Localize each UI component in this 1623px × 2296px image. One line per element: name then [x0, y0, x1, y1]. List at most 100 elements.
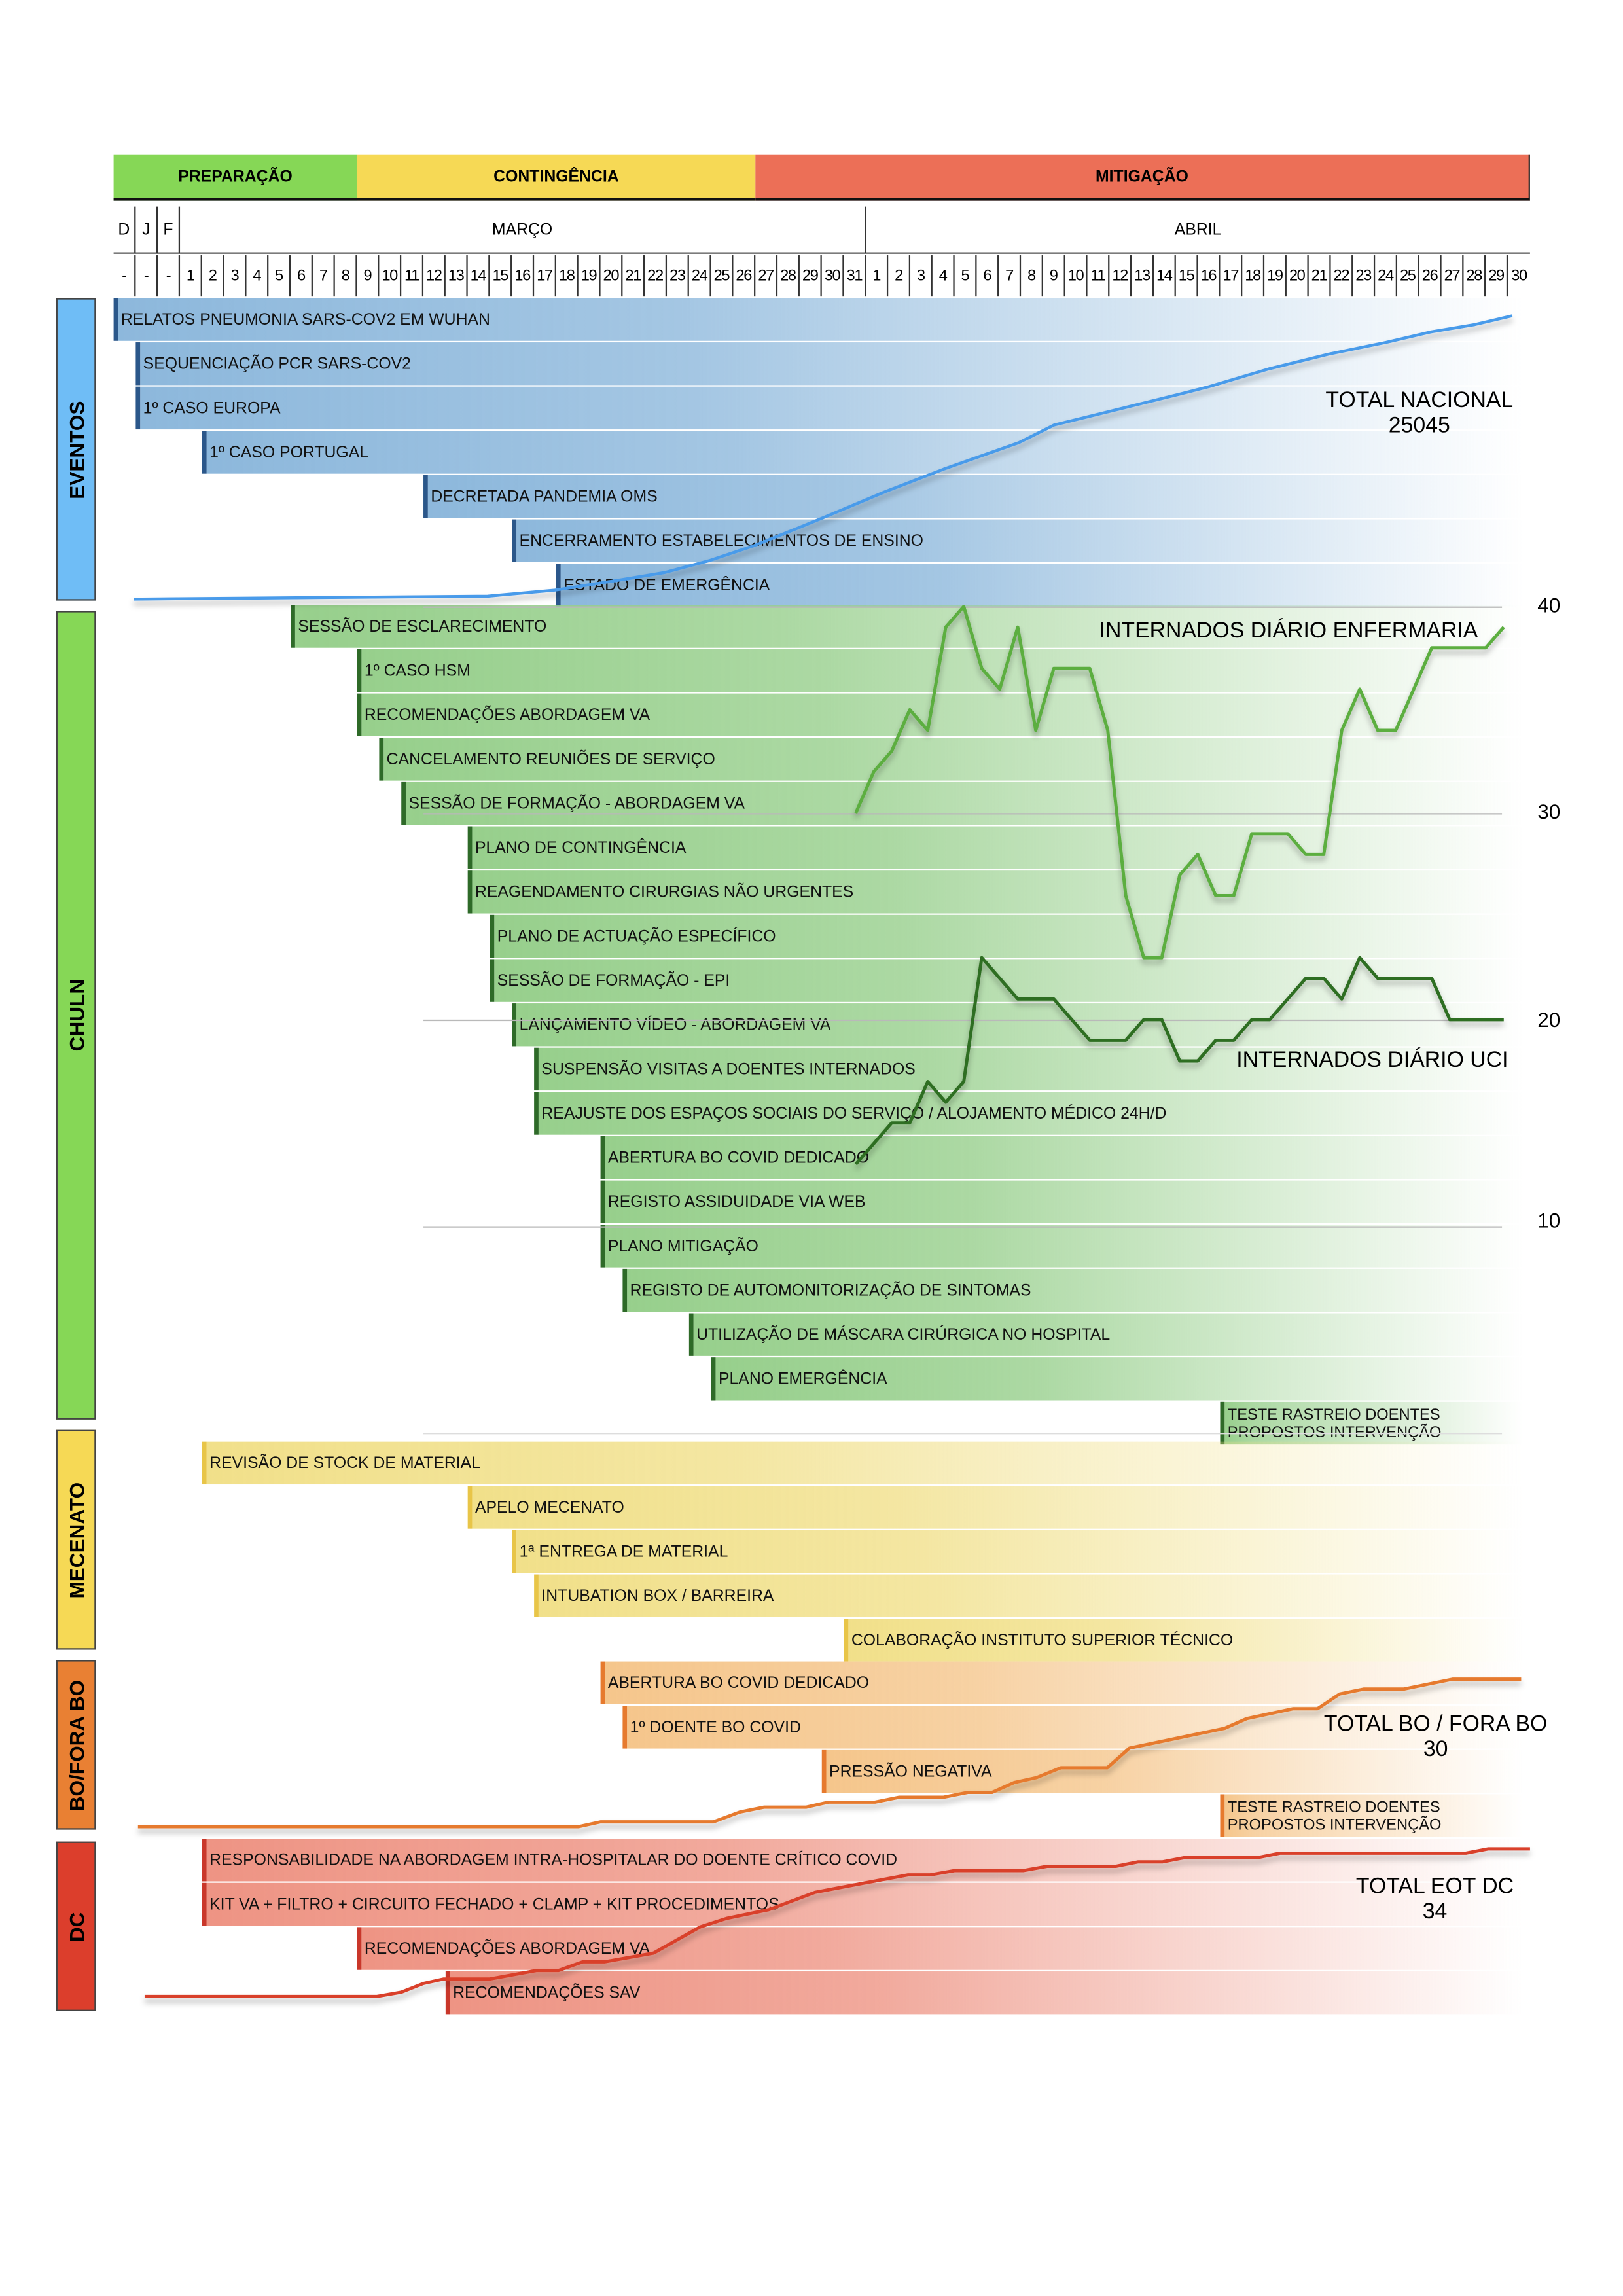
event-label: RECOMENDAÇÕES SAV: [453, 1984, 641, 2002]
day-cell: 28: [777, 255, 800, 297]
day-cell: 9: [357, 255, 380, 297]
day-cell: 1: [180, 255, 202, 297]
month-1: J: [135, 206, 158, 254]
y-tick-40: 40: [1537, 593, 1561, 617]
event-label: 1º CASO EUROPA: [143, 399, 281, 417]
event-label: LANÇAMENTO VÍDEO - ABORDAGEM VA: [519, 1016, 831, 1034]
enfermaria-line: [854, 605, 1505, 960]
month-4: ABRIL: [866, 207, 1530, 254]
event-label: RECOMENDAÇÕES ABORDAGEM VA: [364, 1939, 651, 1958]
day-cell: 30: [822, 255, 844, 297]
event-label: PLANO EMERGÊNCIA: [718, 1370, 887, 1388]
section-label-eventos: EVENTOS: [56, 298, 96, 601]
gridline-10: [423, 1226, 1503, 1228]
day-cell: 22: [645, 255, 668, 297]
day-cell: 30: [1511, 267, 1527, 285]
day-cell: 20: [1287, 255, 1309, 297]
y-tick-30: 30: [1537, 799, 1561, 824]
event-label: REAJUSTE DOS ESPAÇOS SOCIAIS DO SERVIÇO …: [541, 1104, 1167, 1122]
month-3: MARÇO: [180, 206, 866, 254]
event-bar: CANCELAMENTO REUNIÕES DE SERVIÇO: [379, 738, 1523, 781]
day-cell: 17: [1220, 255, 1243, 297]
event-bar: RECOMENDAÇÕES SAV: [445, 1971, 1523, 2015]
day-cell: 25: [1397, 255, 1419, 297]
event-bar: SESSÃO DE ESCLARECIMENTO: [291, 605, 1523, 648]
phase-2: MITIGAÇÃO: [755, 154, 1530, 201]
y-tick-10: 10: [1537, 1208, 1561, 1232]
day-cell: 11: [401, 255, 424, 297]
event-bar: REGISTO DE AUTOMONITORIZAÇÃO DE SINTOMAS: [622, 1268, 1523, 1312]
month-2: F: [158, 206, 181, 254]
event-bar: INTUBATION BOX / BARREIRA: [534, 1574, 1523, 1617]
day-cell: 6: [976, 255, 999, 297]
event-label: KIT VA + FILTRO + CIRCUITO FECHADO + CLA…: [209, 1895, 779, 1913]
day-cell: 14: [1154, 255, 1176, 297]
section-label-chuln: CHULN: [56, 611, 96, 1420]
event-label: PLANO DE ACTUAÇÃO ESPECÍFICO: [497, 927, 776, 946]
total-nacional-label: TOTAL NACIONAL 25045: [1321, 388, 1518, 439]
event-bar: PLANO MITIGAÇÃO: [600, 1225, 1523, 1268]
total-nacional-line: [134, 314, 1513, 601]
day-cell: 3: [910, 255, 933, 297]
event-label: PRESSÃO NEGATIVA: [829, 1763, 992, 1781]
event-label: PLANO DE CONTINGÊNCIA: [474, 838, 687, 857]
gridline-0: [423, 1433, 1503, 1435]
day-cell: 23: [667, 255, 689, 297]
event-label: SUSPENSÃO VISITAS A DOENTES INTERNADOS: [541, 1060, 916, 1078]
day-cell: 13: [446, 255, 468, 297]
phase-1: CONTINGÊNCIA: [357, 154, 756, 201]
event-bar: APELO MECENATO: [467, 1486, 1523, 1529]
day-cell: 23: [1353, 255, 1376, 297]
event-bar: REAJUSTE DOS ESPAÇOS SOCIAIS DO SERVIÇO …: [534, 1092, 1523, 1135]
event-bar: PRESSÃO NEGATIVA: [821, 1749, 1523, 1793]
event-label: PLANO MITIGAÇÃO: [607, 1237, 758, 1255]
day-cell: 12: [423, 255, 446, 297]
total-nacional-value: 25045: [1388, 413, 1450, 439]
event-label: 1º DOENTE BO COVID: [630, 1718, 801, 1736]
day-cell: 1: [866, 255, 889, 297]
day-cell: 15: [1176, 255, 1198, 297]
uci-label: INTERNADOS DIÁRIO UCI: [1236, 1047, 1508, 1073]
phase-0: PREPARAÇÃO: [113, 154, 357, 201]
day-cell: 5: [955, 255, 977, 297]
day-cell: 18: [1242, 255, 1265, 297]
event-bar: SUSPENSÃO VISITAS A DOENTES INTERNADOS: [534, 1047, 1523, 1091]
total-bo-title: TOTAL BO / FORA BO: [1323, 1712, 1548, 1737]
total-bo-value: 30: [1423, 1736, 1448, 1762]
event-label: REGISTO DE AUTOMONITORIZAÇÃO DE SINTOMAS: [630, 1282, 1031, 1300]
event-bar: TESTE RASTREIO DOENTES PROPOSTOS INTERVE…: [1220, 1794, 1523, 1837]
day-cell: 6: [291, 255, 313, 297]
day-cell: 8: [1021, 255, 1043, 297]
event-bar: DECRETADA PANDEMIA OMS: [423, 475, 1523, 518]
event-bar: 1º CASO PORTUGAL: [202, 431, 1523, 474]
day-cell: 19: [579, 255, 601, 297]
event-label: ENCERRAMENTO ESTABELECIMENTOS DE ENSINO: [519, 531, 923, 550]
event-bar: RESPONSABILIDADE NA ABORDAGEM INTRA-HOSP…: [202, 1839, 1523, 1882]
event-label: APELO MECENATO: [474, 1498, 624, 1516]
day-cell: -: [114, 255, 136, 297]
day-cell: 22: [1331, 255, 1353, 297]
day-cell: 24: [689, 255, 711, 297]
section-label-dc: DC: [56, 1841, 96, 2011]
day-cell: 13: [1132, 255, 1154, 297]
event-bar: UTILIZAÇÃO DE MÁSCARA CIRÚRGICA NO HOSPI…: [688, 1313, 1523, 1356]
day-cell: 26: [1419, 255, 1442, 297]
event-bar: 1º DOENTE BO COVID: [622, 1706, 1523, 1749]
day-cell: 16: [512, 255, 535, 297]
event-label: REVISÃO DE STOCK DE MATERIAL: [209, 1454, 481, 1472]
event-label: ESTADO DE EMERGÊNCIA: [563, 576, 770, 594]
event-bar: SESSÃO DE FORMAÇÃO - ABORDAGEM VA: [401, 781, 1523, 825]
day-cell: 3: [224, 255, 247, 297]
day-cell: 11: [1088, 255, 1110, 297]
day-cell: 4: [933, 255, 955, 297]
event-bar: PLANO DE CONTINGÊNCIA: [467, 826, 1523, 869]
day-cell: 25: [711, 255, 734, 297]
event-label: ABERTURA BO COVID DEDICADO: [607, 1674, 870, 1692]
event-label: RECOMENDAÇÕES ABORDAGEM VA: [364, 706, 651, 724]
day-cell: 10: [1065, 255, 1088, 297]
total-nacional-title: TOTAL NACIONAL: [1325, 387, 1514, 414]
day-cell: 27: [1442, 255, 1464, 297]
day-cell: 4: [247, 255, 269, 297]
event-bar: RECOMENDAÇÕES ABORDAGEM VA: [357, 693, 1523, 736]
